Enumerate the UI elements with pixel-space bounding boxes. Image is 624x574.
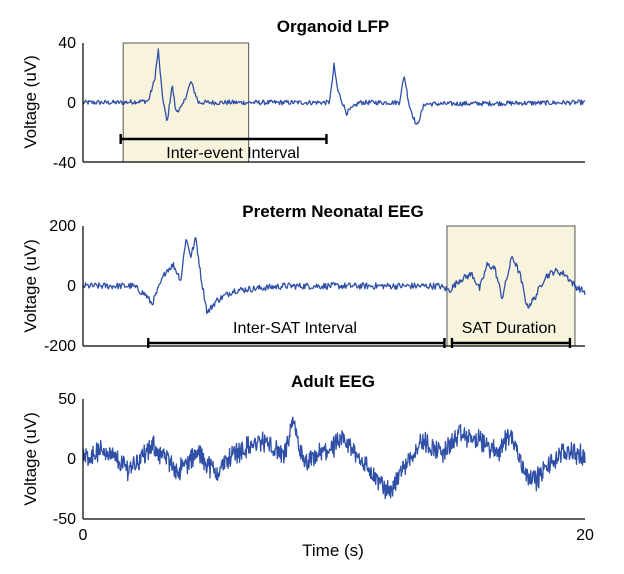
panel-adult-eeg: Adult EEG 50 0 -50 0 20 Time (s) Voltage… [21,372,594,560]
chart-title: Organoid LFP [277,17,389,36]
x-axis-label: Time (s) [302,541,364,560]
y-tick-label: 0 [67,451,76,468]
y-tick-label: 40 [58,35,76,52]
y-axis-label: Voltage (uV) [21,239,40,333]
y-tick-label: -200 [44,338,76,355]
y-axis-label: Voltage (uV) [21,55,40,149]
bracket-label: SAT Duration [462,320,557,337]
bracket-label: Inter-event Interval [166,145,299,162]
y-tick-label: 0 [67,95,76,112]
y-tick-label: -40 [53,155,76,172]
signal-trace [82,416,586,500]
x-tick-label: 20 [576,527,594,544]
signal-trace [82,237,586,315]
y-tick-label: -50 [53,511,76,528]
signal-trace [82,48,586,125]
chart-title: Preterm Neonatal EEG [242,202,423,221]
bracket-label: Inter-SAT Interval [233,320,357,337]
plot-area [82,416,586,500]
plot-area [82,237,586,315]
panel-preterm-neonatal-eeg: Preterm Neonatal EEG 200 0 -200 Voltage … [21,202,586,355]
panel-organoid-lfp: Organoid LFP 40 0 -40 Voltage (uV) Inter… [21,17,586,172]
y-tick-label: 50 [58,391,76,408]
chart-title: Adult EEG [291,372,375,391]
annotation-brackets: Inter-SAT Interval SAT Duration [147,320,572,348]
shaded-region [446,225,576,347]
annotation-brackets: Inter-event Interval [119,134,328,162]
y-axis-label: Voltage (uV) [21,412,40,506]
y-tick-label: 200 [49,218,76,235]
x-tick-label: 0 [79,527,88,544]
shaded-regions [446,225,576,347]
plot-area [82,48,586,125]
y-tick-label: 0 [67,278,76,295]
